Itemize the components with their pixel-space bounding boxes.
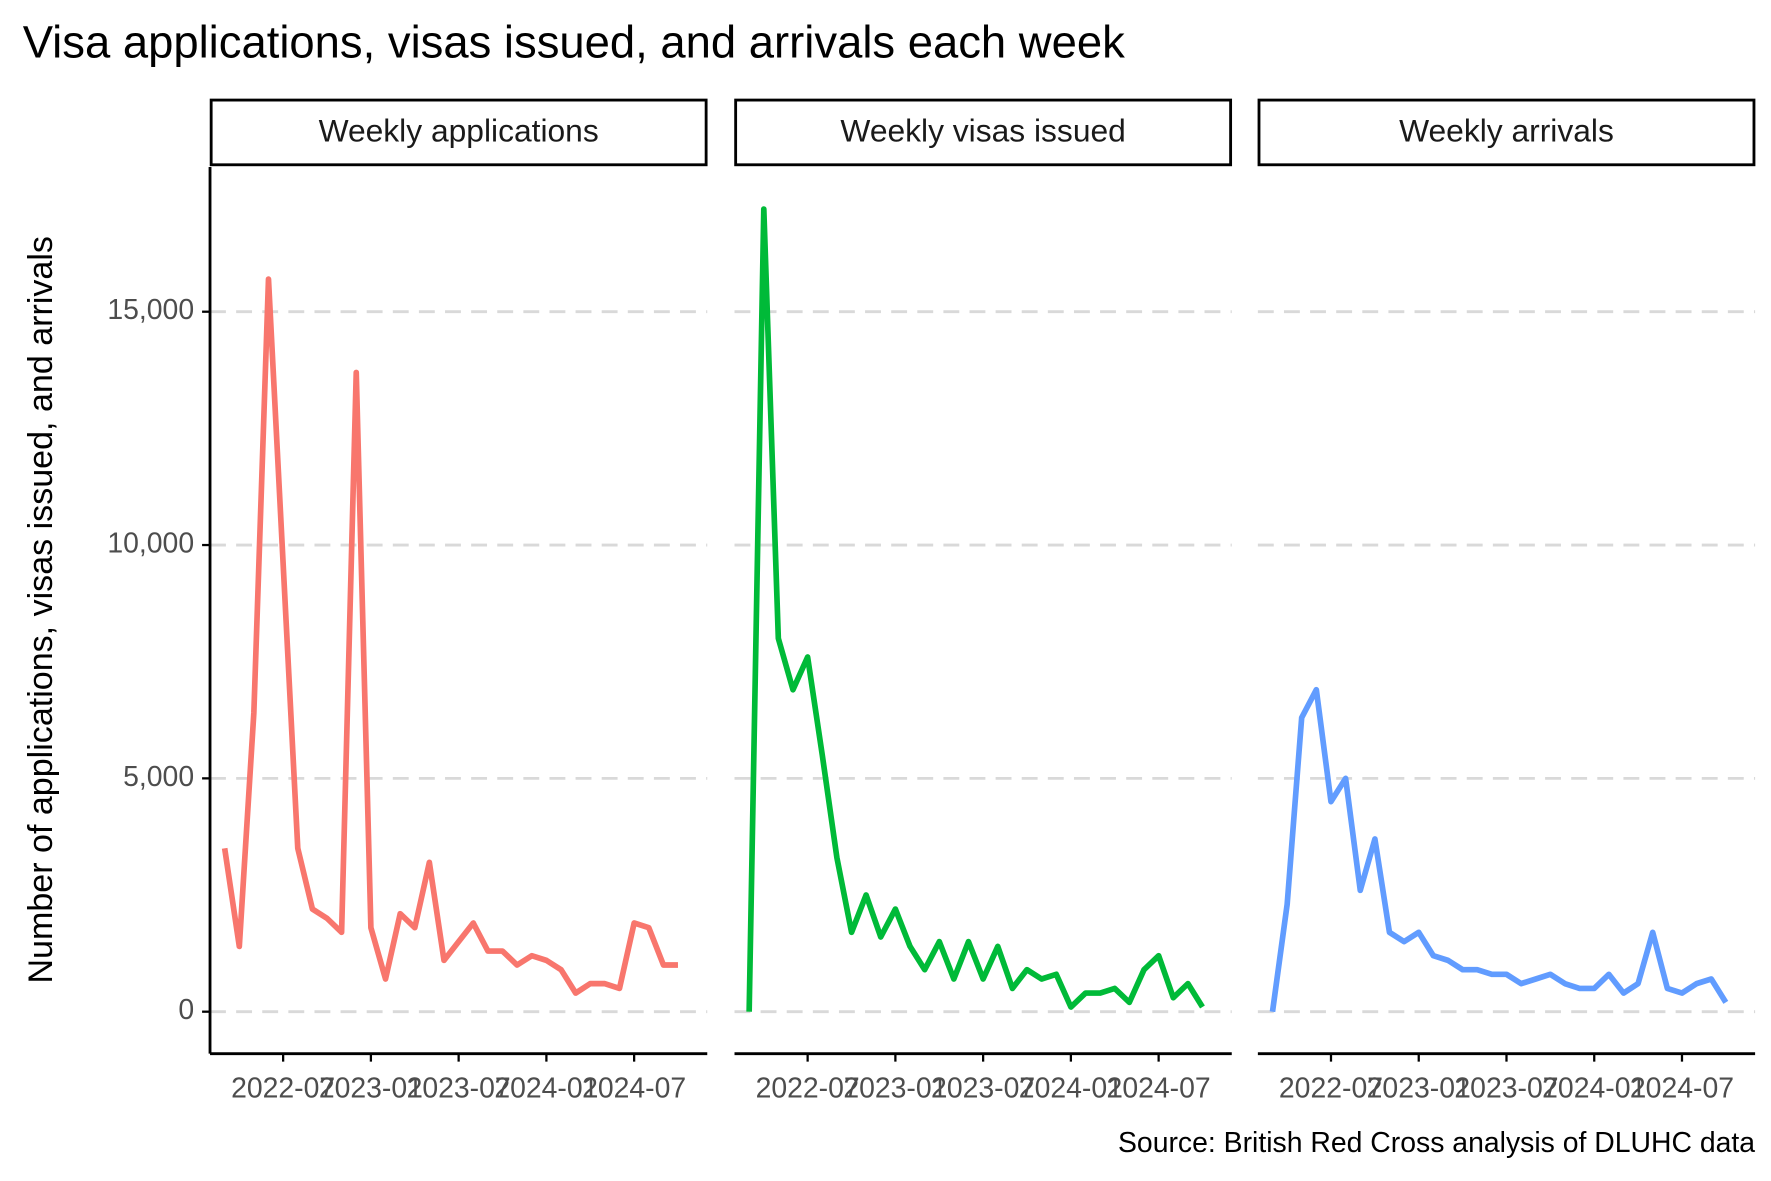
caption: Source: British Red Cross analysis of DL… <box>1118 1127 1755 1159</box>
x-tick-label: 2023-01 <box>319 1073 423 1105</box>
y-tick-label: 0 <box>178 994 194 1026</box>
x-tick-label: 2024-07 <box>582 1073 686 1105</box>
x-tick-label: 2023-01 <box>1367 1073 1471 1105</box>
y-axis-label: Number of applications, visas issued, an… <box>22 236 60 984</box>
x-tick-label: 2022-07 <box>231 1073 335 1105</box>
x-tick-label: 2023-07 <box>407 1073 511 1105</box>
x-tick-label: 2024-01 <box>1542 1073 1646 1105</box>
y-tick-label: 5,000 <box>123 761 194 793</box>
series-line <box>221 276 678 996</box>
x-tick-label: 2024-07 <box>1107 1073 1211 1105</box>
x-tick-label: 2023-01 <box>843 1073 947 1105</box>
y-tick-label: 15,000 <box>107 294 194 326</box>
series-line <box>1269 686 1729 1013</box>
x-tick-label: 2022-07 <box>1279 1073 1383 1105</box>
facet-label: Weekly arrivals <box>1399 112 1614 148</box>
facet-strip <box>734 98 1233 167</box>
x-tick-label: 2024-07 <box>1630 1073 1734 1105</box>
x-tick-label: 2022-07 <box>756 1073 860 1105</box>
series-line <box>746 206 1205 1012</box>
facet-label: Weekly applications <box>319 112 599 148</box>
facet-label: Weekly visas issued <box>840 112 1125 148</box>
x-tick-label: 2023-07 <box>931 1073 1035 1105</box>
facet-strip <box>1257 98 1756 167</box>
x-tick-label: 2024-01 <box>1019 1073 1123 1105</box>
facet-strip <box>209 98 708 167</box>
y-tick-label: 10,000 <box>107 528 194 560</box>
x-tick-label: 2023-07 <box>1454 1073 1558 1105</box>
x-tick-label: 2024-01 <box>494 1073 598 1105</box>
chart-title: Visa applications, visas issued, and arr… <box>23 17 1125 68</box>
